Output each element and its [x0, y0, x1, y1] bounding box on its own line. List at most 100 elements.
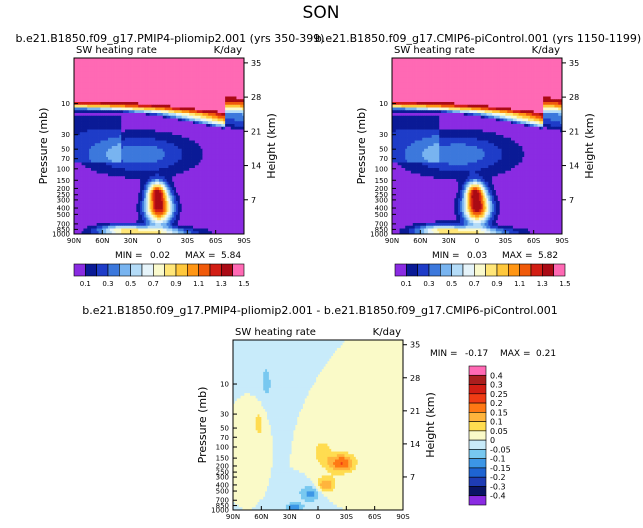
data-cell — [174, 159, 177, 163]
data-cell — [123, 80, 126, 84]
data-cell — [79, 107, 82, 111]
data-cell — [176, 74, 179, 78]
data-cell — [132, 71, 135, 75]
data-cell — [225, 88, 228, 92]
data-cell — [81, 99, 84, 103]
data-cell — [108, 192, 111, 196]
data-cell — [219, 104, 222, 108]
data-cell — [123, 58, 126, 62]
data-cell — [174, 91, 177, 95]
data-cell — [145, 129, 149, 133]
data-cell — [89, 129, 92, 133]
data-cell — [174, 187, 177, 191]
data-cell — [108, 165, 111, 169]
data-cell — [179, 102, 183, 106]
data-cell — [208, 63, 211, 67]
data-cell — [230, 140, 234, 144]
data-cell — [227, 102, 230, 106]
data-cell — [111, 165, 115, 169]
data-cell — [200, 140, 203, 144]
data-cell — [142, 113, 145, 117]
data-cell — [185, 85, 188, 89]
data-cell — [142, 102, 145, 106]
data-cell — [91, 88, 94, 92]
data-cell — [202, 63, 205, 67]
data-cell — [234, 140, 237, 144]
data-cell — [104, 143, 107, 147]
data-cell — [79, 151, 82, 155]
data-cell — [155, 148, 158, 152]
data-cell — [215, 137, 218, 141]
data-cell — [81, 66, 84, 70]
data-cell — [121, 66, 124, 70]
data-cell — [138, 74, 141, 78]
data-cell — [200, 181, 203, 185]
data-cell — [198, 88, 201, 92]
data-cell — [91, 82, 94, 86]
data-cell — [132, 173, 135, 177]
data-cell — [74, 88, 77, 92]
data-cell — [240, 113, 243, 117]
data-cell — [200, 132, 203, 136]
data-cell — [230, 190, 234, 194]
data-cell — [87, 99, 90, 103]
data-cell — [187, 104, 190, 108]
data-cell — [113, 82, 116, 86]
data-cell — [181, 159, 184, 163]
data-cell — [115, 137, 118, 141]
data-cell — [227, 165, 230, 169]
data-cell — [142, 91, 145, 95]
data-cell — [236, 190, 239, 194]
data-cell — [217, 190, 220, 194]
data-cell — [185, 132, 188, 136]
data-cell — [215, 77, 218, 81]
data-cell — [98, 96, 101, 100]
data-cell — [240, 104, 243, 108]
data-cell — [83, 148, 86, 152]
data-cell — [125, 113, 128, 117]
data-cell — [183, 176, 186, 180]
data-cell — [75, 107, 79, 111]
data-cell — [153, 118, 156, 122]
data-cell — [213, 159, 217, 163]
data-cell — [170, 85, 173, 89]
data-cell — [143, 85, 147, 89]
data-cell — [136, 107, 139, 111]
data-cell — [104, 96, 107, 100]
data-cell — [79, 181, 82, 185]
data-cell — [194, 124, 198, 128]
data-cell — [238, 154, 241, 158]
data-cell — [162, 126, 166, 130]
data-cell — [202, 82, 205, 86]
data-cell — [153, 137, 156, 141]
data-cell — [134, 96, 137, 100]
data-cell — [211, 102, 215, 106]
data-cell — [113, 135, 116, 139]
data-cell — [213, 66, 217, 70]
data-cell — [106, 165, 109, 169]
data-cell — [115, 162, 118, 166]
data-cell — [126, 159, 130, 163]
data-cell — [225, 85, 228, 89]
data-cell — [102, 82, 105, 86]
data-cell — [106, 82, 109, 86]
data-cell — [111, 69, 115, 73]
data-cell — [183, 159, 186, 163]
data-cell — [189, 60, 192, 64]
data-cell — [228, 179, 232, 183]
data-cell — [221, 184, 224, 188]
data-cell — [159, 96, 162, 100]
data-cell — [162, 124, 166, 128]
data-cell — [132, 115, 135, 119]
data-cell — [219, 168, 222, 172]
data-cell — [194, 179, 198, 183]
data-cell — [111, 146, 115, 150]
data-cell — [83, 69, 86, 73]
data-cell — [174, 66, 177, 70]
data-cell — [240, 88, 243, 92]
data-cell — [211, 132, 215, 136]
data-cell — [230, 60, 234, 64]
data-cell — [198, 96, 201, 100]
data-cell — [217, 121, 220, 125]
data-cell — [100, 71, 103, 75]
